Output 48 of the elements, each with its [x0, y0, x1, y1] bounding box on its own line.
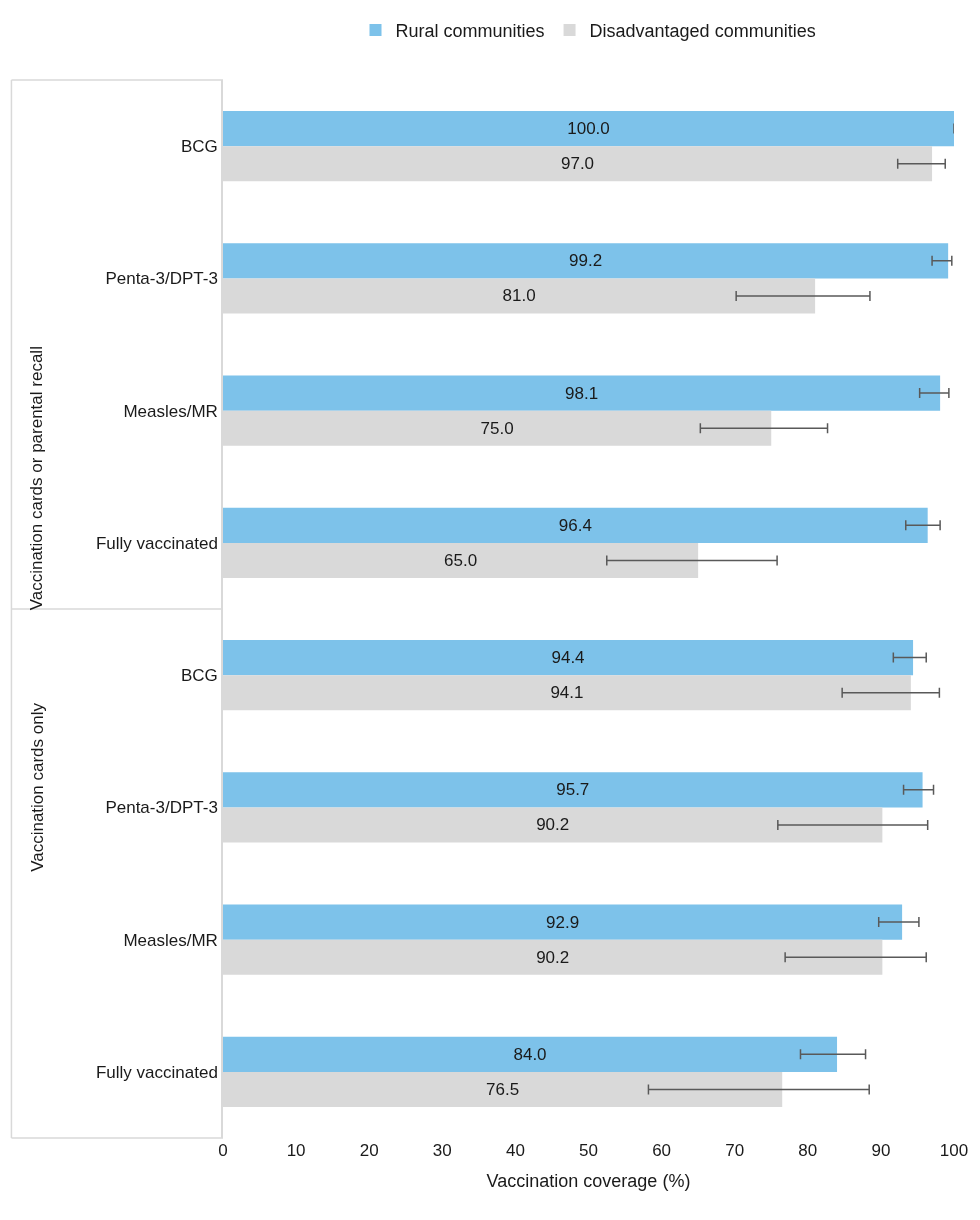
data-label: 76.5 — [486, 1079, 520, 1099]
data-label: 81.0 — [502, 286, 536, 306]
x-tick-label: 10 — [286, 1141, 306, 1160]
x-tick-label: 90 — [871, 1141, 891, 1160]
legend-label: Disadvantaged communities — [589, 21, 816, 42]
y-tick-label: Penta-3/DPT-3 — [105, 798, 218, 818]
legend-label: Rural communities — [395, 21, 545, 42]
text: Vaccination cards or parental recall — [27, 346, 47, 611]
data-label: 97.0 — [560, 154, 595, 174]
y-tick-label: Measles/MR — [123, 401, 218, 421]
x-tick-label: 20 — [359, 1141, 379, 1160]
data-label: 94.4 — [551, 648, 585, 668]
data-label: 98.1 — [565, 383, 599, 403]
x-tick-label: 60 — [652, 1141, 672, 1160]
data-label: 100.0 — [567, 119, 610, 139]
x-tick-label: 0 — [218, 1141, 228, 1160]
x-tick-label: 40 — [505, 1141, 525, 1160]
x-tick-label: 80 — [798, 1141, 818, 1160]
x-tick-label: 30 — [432, 1141, 452, 1160]
data-label: 95.7 — [556, 780, 590, 800]
data-label: 90.2 — [536, 815, 570, 835]
data-label: 94.1 — [550, 683, 584, 703]
y-tick-label: BCG — [181, 666, 218, 686]
y-tick-label: BCG — [181, 137, 218, 157]
x-tick-label: 100 — [939, 1141, 969, 1160]
data-label: 65.0 — [444, 550, 478, 570]
text: Vaccination cards only — [27, 702, 47, 872]
data-label: 92.9 — [546, 912, 580, 932]
bar — [223, 904, 903, 940]
bar — [223, 640, 914, 676]
bar — [223, 243, 949, 279]
data-label: 99.2 — [569, 251, 603, 271]
y-tick-label: Fully vaccinated — [95, 533, 218, 553]
y-tick-label: Fully vaccinated — [95, 1062, 218, 1082]
bar — [223, 1036, 838, 1072]
bar — [223, 507, 928, 543]
bar — [223, 375, 941, 411]
data-label: 90.2 — [536, 947, 570, 967]
x-tick-label: 70 — [725, 1141, 745, 1160]
y-tick-label: Penta-3/DPT-3 — [105, 269, 218, 289]
data-label: 84.0 — [513, 1044, 547, 1064]
x-axis-title: Vaccination coverage (%) — [486, 1171, 691, 1192]
y-tick-label: Measles/MR — [123, 930, 218, 950]
bar — [223, 772, 923, 808]
data-label: 96.4 — [558, 515, 592, 535]
bar — [223, 111, 954, 147]
data-label: 75.0 — [480, 418, 514, 438]
x-tick-label: 50 — [579, 1141, 598, 1160]
